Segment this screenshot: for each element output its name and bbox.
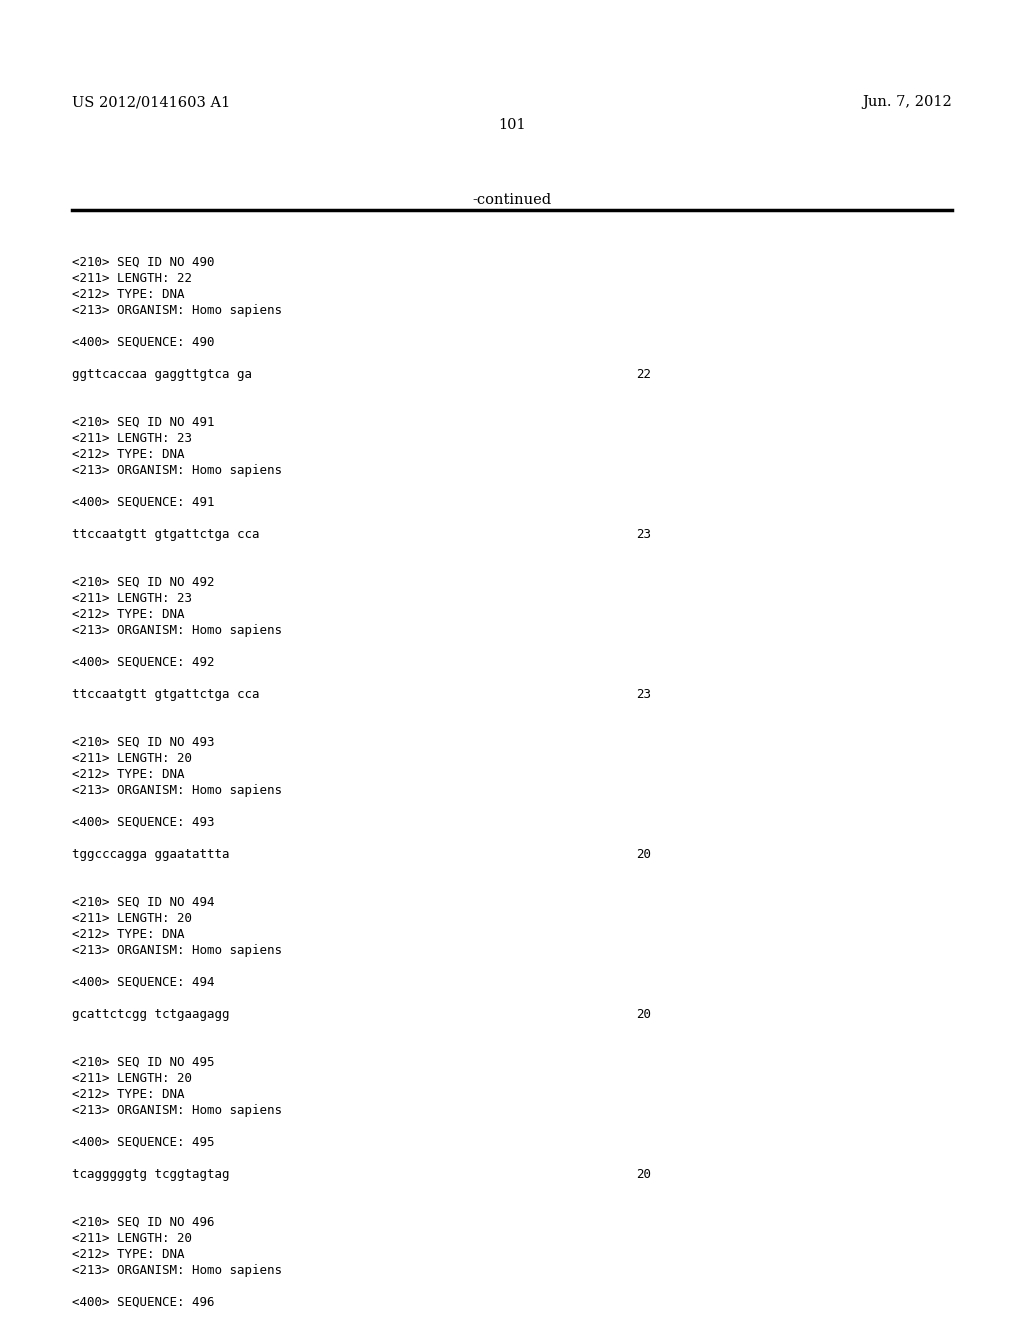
Text: 23: 23 bbox=[636, 528, 651, 541]
Text: <212> TYPE: DNA: <212> TYPE: DNA bbox=[72, 609, 184, 620]
Text: 20: 20 bbox=[636, 847, 651, 861]
Text: <210> SEQ ID NO 492: <210> SEQ ID NO 492 bbox=[72, 576, 214, 589]
Text: <212> TYPE: DNA: <212> TYPE: DNA bbox=[72, 768, 184, 781]
Text: Jun. 7, 2012: Jun. 7, 2012 bbox=[862, 95, 952, 110]
Text: 101: 101 bbox=[499, 117, 525, 132]
Text: <212> TYPE: DNA: <212> TYPE: DNA bbox=[72, 447, 184, 461]
Text: ttccaatgtt gtgattctga cca: ttccaatgtt gtgattctga cca bbox=[72, 688, 259, 701]
Text: <211> LENGTH: 23: <211> LENGTH: 23 bbox=[72, 591, 193, 605]
Text: <213> ORGANISM: Homo sapiens: <213> ORGANISM: Homo sapiens bbox=[72, 784, 282, 797]
Text: <400> SEQUENCE: 494: <400> SEQUENCE: 494 bbox=[72, 975, 214, 989]
Text: <213> ORGANISM: Homo sapiens: <213> ORGANISM: Homo sapiens bbox=[72, 1265, 282, 1276]
Text: <211> LENGTH: 22: <211> LENGTH: 22 bbox=[72, 272, 193, 285]
Text: 20: 20 bbox=[636, 1008, 651, 1020]
Text: <212> TYPE: DNA: <212> TYPE: DNA bbox=[72, 1088, 184, 1101]
Text: <210> SEQ ID NO 493: <210> SEQ ID NO 493 bbox=[72, 737, 214, 748]
Text: US 2012/0141603 A1: US 2012/0141603 A1 bbox=[72, 95, 230, 110]
Text: <213> ORGANISM: Homo sapiens: <213> ORGANISM: Homo sapiens bbox=[72, 944, 282, 957]
Text: <212> TYPE: DNA: <212> TYPE: DNA bbox=[72, 288, 184, 301]
Text: <211> LENGTH: 23: <211> LENGTH: 23 bbox=[72, 432, 193, 445]
Text: -continued: -continued bbox=[472, 193, 552, 207]
Text: <400> SEQUENCE: 492: <400> SEQUENCE: 492 bbox=[72, 656, 214, 669]
Text: <400> SEQUENCE: 490: <400> SEQUENCE: 490 bbox=[72, 337, 214, 348]
Text: tcagggggtg tcggtagtag: tcagggggtg tcggtagtag bbox=[72, 1168, 229, 1181]
Text: 23: 23 bbox=[636, 688, 651, 701]
Text: <211> LENGTH: 20: <211> LENGTH: 20 bbox=[72, 912, 193, 925]
Text: <212> TYPE: DNA: <212> TYPE: DNA bbox=[72, 1247, 184, 1261]
Text: ttccaatgtt gtgattctga cca: ttccaatgtt gtgattctga cca bbox=[72, 528, 259, 541]
Text: <213> ORGANISM: Homo sapiens: <213> ORGANISM: Homo sapiens bbox=[72, 304, 282, 317]
Text: <211> LENGTH: 20: <211> LENGTH: 20 bbox=[72, 1232, 193, 1245]
Text: <213> ORGANISM: Homo sapiens: <213> ORGANISM: Homo sapiens bbox=[72, 1104, 282, 1117]
Text: <210> SEQ ID NO 496: <210> SEQ ID NO 496 bbox=[72, 1216, 214, 1229]
Text: <400> SEQUENCE: 495: <400> SEQUENCE: 495 bbox=[72, 1137, 214, 1148]
Text: <213> ORGANISM: Homo sapiens: <213> ORGANISM: Homo sapiens bbox=[72, 624, 282, 638]
Text: <210> SEQ ID NO 494: <210> SEQ ID NO 494 bbox=[72, 896, 214, 909]
Text: <212> TYPE: DNA: <212> TYPE: DNA bbox=[72, 928, 184, 941]
Text: ggttcaccaa gaggttgtca ga: ggttcaccaa gaggttgtca ga bbox=[72, 368, 252, 381]
Text: <400> SEQUENCE: 496: <400> SEQUENCE: 496 bbox=[72, 1296, 214, 1309]
Text: <213> ORGANISM: Homo sapiens: <213> ORGANISM: Homo sapiens bbox=[72, 465, 282, 477]
Text: gcattctcgg tctgaagagg: gcattctcgg tctgaagagg bbox=[72, 1008, 229, 1020]
Text: <210> SEQ ID NO 495: <210> SEQ ID NO 495 bbox=[72, 1056, 214, 1069]
Text: 22: 22 bbox=[636, 368, 651, 381]
Text: <210> SEQ ID NO 491: <210> SEQ ID NO 491 bbox=[72, 416, 214, 429]
Text: tggcccagga ggaatattta: tggcccagga ggaatattta bbox=[72, 847, 229, 861]
Text: <211> LENGTH: 20: <211> LENGTH: 20 bbox=[72, 1072, 193, 1085]
Text: <211> LENGTH: 20: <211> LENGTH: 20 bbox=[72, 752, 193, 766]
Text: <210> SEQ ID NO 490: <210> SEQ ID NO 490 bbox=[72, 256, 214, 269]
Text: <400> SEQUENCE: 493: <400> SEQUENCE: 493 bbox=[72, 816, 214, 829]
Text: 20: 20 bbox=[636, 1168, 651, 1181]
Text: <400> SEQUENCE: 491: <400> SEQUENCE: 491 bbox=[72, 496, 214, 510]
